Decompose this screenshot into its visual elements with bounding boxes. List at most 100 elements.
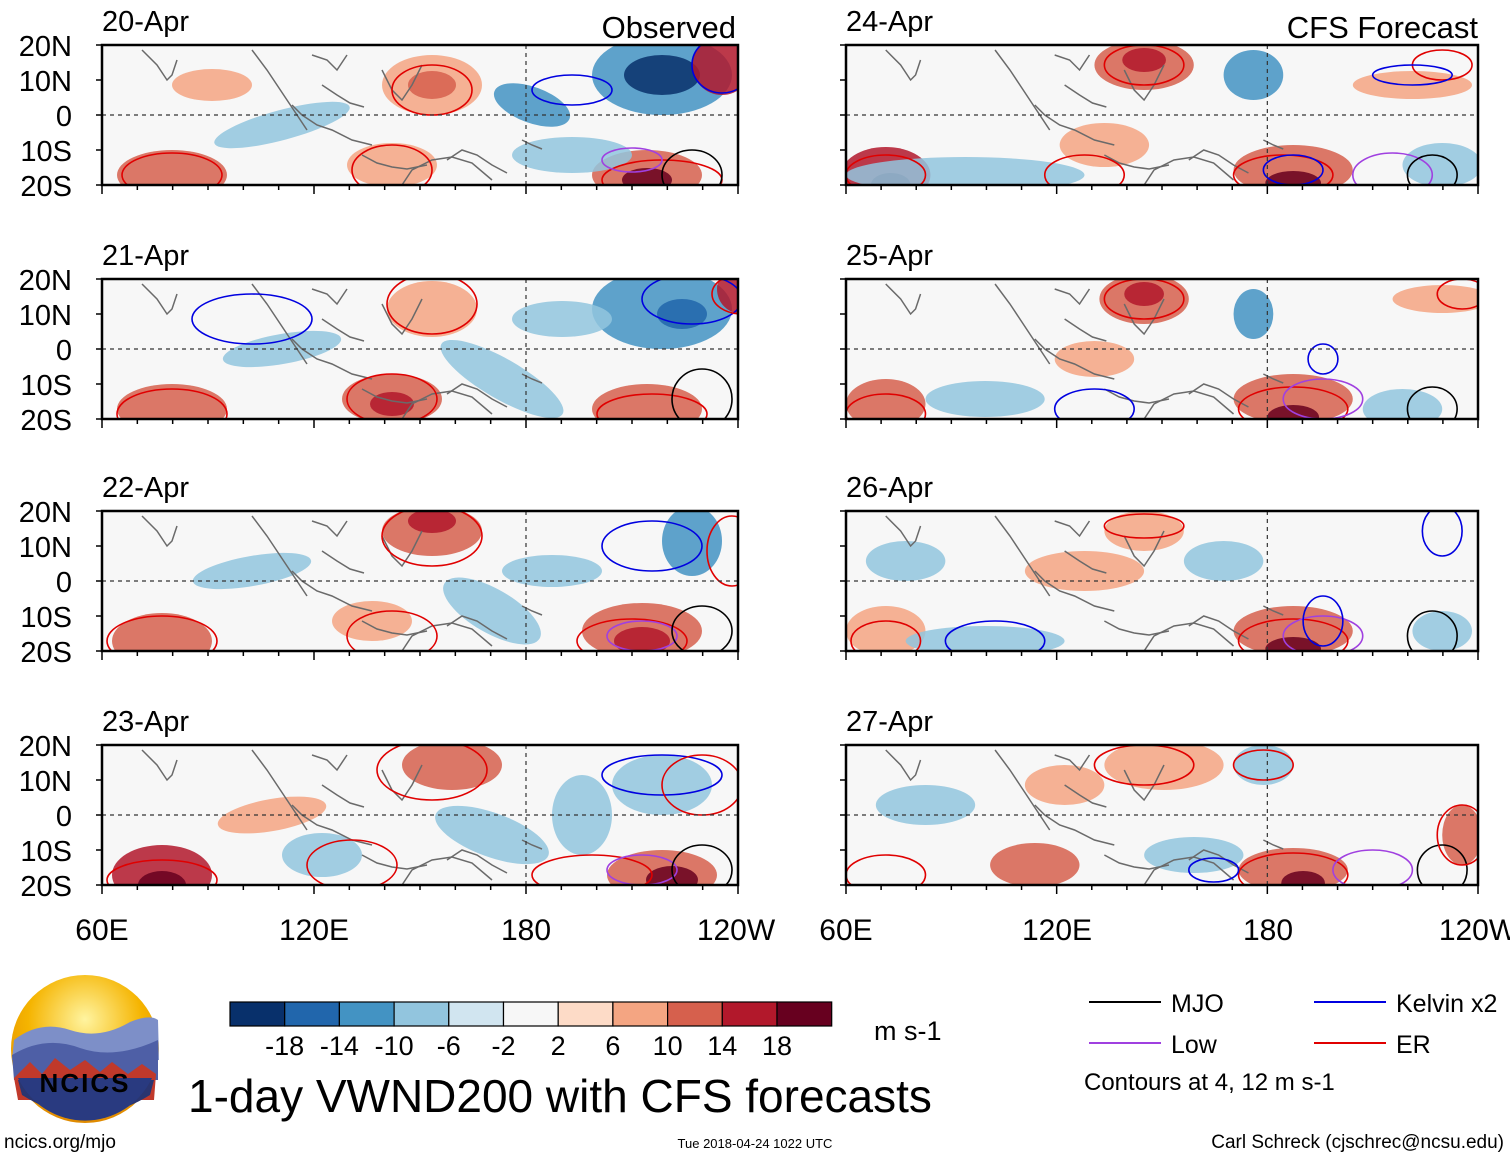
map-panel: 20N10N010S20S24-Apr — [840, 6, 1480, 194]
coastline — [521, 139, 543, 150]
wind-anomaly-shading — [138, 871, 186, 885]
logo-text: NCICS — [40, 1068, 131, 1098]
filtered-contour — [606, 854, 678, 885]
colorbar-swatch — [393, 1001, 450, 1027]
coastline — [1064, 784, 1107, 808]
wind-anomaly-shading — [1362, 389, 1443, 419]
filtered-contour — [1436, 804, 1478, 866]
colorbar-tick: -6 — [437, 1031, 461, 1061]
wind-anomaly-shading — [1402, 143, 1478, 185]
coastline — [994, 515, 1051, 597]
coastline — [1143, 390, 1235, 419]
coastline — [251, 515, 308, 597]
coastline — [994, 283, 1051, 365]
filtered-contour — [1421, 511, 1463, 557]
filtered-contour — [596, 393, 708, 419]
filtered-contour — [1406, 610, 1458, 651]
filtered-contour — [386, 279, 478, 335]
coastline — [1054, 754, 1091, 772]
filtered-contour — [106, 859, 218, 885]
coastline — [1104, 388, 1170, 404]
y-tick-label: 0 — [56, 567, 72, 599]
coastline — [1263, 605, 1284, 616]
filtered-contour — [846, 154, 927, 185]
coastline — [251, 283, 308, 365]
panel-date: 26-Apr — [846, 472, 933, 504]
colorbar-swatch — [721, 1001, 778, 1027]
wind-anomaly-shading — [1233, 606, 1353, 651]
x-tick-label: 180 — [1243, 914, 1293, 947]
y-tick-label: 20S — [20, 637, 72, 669]
filtered-contour — [106, 615, 218, 651]
coastline — [1188, 615, 1249, 640]
wind-anomaly-shading — [112, 613, 212, 651]
coastline — [1263, 839, 1284, 850]
filtered-contour — [1237, 386, 1349, 419]
colorbar-swatch — [338, 1001, 395, 1027]
coastline — [446, 615, 508, 640]
x-tick-label: 120E — [279, 914, 349, 947]
filtered-contour — [641, 279, 738, 325]
wind-anomaly-shading — [592, 384, 702, 419]
filtered-contour — [116, 388, 228, 419]
wind-anomaly-shading — [214, 101, 350, 149]
y-tick-label: 0 — [56, 801, 72, 833]
coastline — [311, 288, 348, 306]
wind-anomaly-shading — [662, 511, 722, 576]
wind-anomaly-shading — [493, 83, 571, 127]
filtered-contour — [671, 368, 733, 419]
wind-anomaly-shading — [1233, 145, 1353, 185]
filtered-contour — [376, 745, 488, 801]
x-tick-label: 60E — [819, 914, 872, 947]
filtered-contour — [606, 620, 678, 651]
coastline — [1034, 804, 1115, 846]
filtered-contour — [346, 610, 438, 651]
coastline — [994, 49, 1051, 131]
panel-date: 27-Apr — [846, 706, 933, 738]
wind-anomaly-shading — [1124, 282, 1164, 306]
legend-label: Low — [1171, 1031, 1218, 1059]
wind-anomaly-shading — [512, 301, 612, 337]
wind-anomaly-shading — [1267, 405, 1319, 419]
coastline — [1064, 84, 1107, 108]
colorbar-tick: -18 — [265, 1031, 304, 1061]
coastline — [1104, 854, 1170, 870]
coastline — [401, 622, 493, 651]
y-tick-label: 10N — [19, 766, 72, 798]
wind-anomaly-shading — [614, 627, 670, 651]
wind-anomaly-shading — [502, 555, 602, 587]
panel-date: 21-Apr — [102, 240, 189, 272]
filtered-contour — [1302, 595, 1344, 647]
filtered-contour — [1332, 849, 1414, 885]
wind-anomaly-shading — [440, 339, 564, 419]
timestamp: Tue 2018-04-24 1022 UTC — [678, 1136, 833, 1151]
map-panel: 20N10N010S20S25-Apr — [840, 240, 1480, 428]
wind-anomaly-shading — [408, 71, 456, 99]
filtered-contour — [306, 839, 398, 885]
coastline — [311, 520, 348, 538]
wind-anomaly-shading — [402, 745, 502, 790]
filtered-contour — [1406, 386, 1458, 419]
filtered-contour — [1406, 154, 1458, 185]
wind-anomaly-shading — [1122, 48, 1166, 72]
filtered-contour — [1103, 279, 1185, 320]
y-tick-label: 10N — [19, 300, 72, 332]
coastline — [401, 390, 493, 419]
filtered-contour — [1053, 388, 1135, 419]
panel-date: 24-Apr — [846, 6, 933, 38]
coastline — [361, 154, 428, 170]
coastline — [321, 784, 365, 808]
coastline — [291, 570, 373, 612]
coastline — [521, 839, 543, 850]
coastline — [401, 856, 493, 885]
wind-anomaly-shading — [846, 606, 926, 651]
colorbar-swatch — [502, 1001, 559, 1027]
wind-anomaly-shading — [222, 330, 342, 368]
coastline — [446, 849, 508, 874]
wind-anomaly-shading — [1265, 171, 1321, 185]
coastline — [446, 149, 508, 174]
filtered-contour — [1043, 154, 1126, 185]
filtered-contour — [601, 520, 703, 572]
